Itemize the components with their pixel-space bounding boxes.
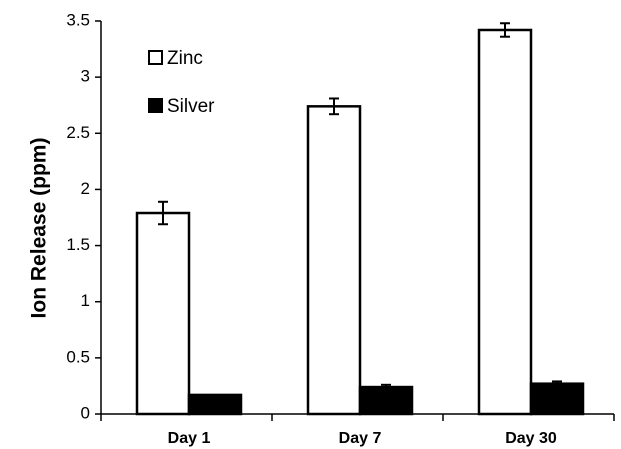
- legend-label-zinc: Zinc: [167, 48, 203, 69]
- y-tick-label: 2: [81, 179, 90, 198]
- bars: [135, 22, 585, 416]
- y-axis-label: Ion Release (ppm): [28, 138, 51, 319]
- bar-silver: [358, 385, 414, 416]
- legend: Zinc Silver: [148, 48, 215, 117]
- bar-zinc: [135, 211, 191, 416]
- y-tick-label: 1: [81, 291, 90, 310]
- tick-labels: 0 0.5 1 1.5 2 2.5 3 3.5 Day 1 Day 7 Day 30: [66, 10, 557, 447]
- x-tick-label: Day 30: [505, 430, 557, 447]
- bar-silver: [529, 382, 585, 416]
- y-tick-label: 0: [81, 403, 90, 422]
- y-tick-label: 0.5: [66, 347, 90, 366]
- y-tick-label: 3: [81, 67, 90, 86]
- y-tick-label: 2.5: [66, 123, 90, 142]
- x-tick-label: Day 7: [339, 430, 382, 447]
- legend-swatch-zinc: [148, 50, 163, 65]
- bar-silver: [187, 393, 243, 416]
- legend-label-silver: Silver: [167, 96, 215, 117]
- bar-zinc: [306, 105, 362, 416]
- y-tick-label: 3.5: [66, 10, 90, 29]
- legend-swatch-silver: [148, 98, 163, 113]
- bar-zinc: [477, 28, 533, 416]
- y-tick-label: 1.5: [66, 235, 90, 254]
- x-tick-label: Day 1: [168, 430, 211, 447]
